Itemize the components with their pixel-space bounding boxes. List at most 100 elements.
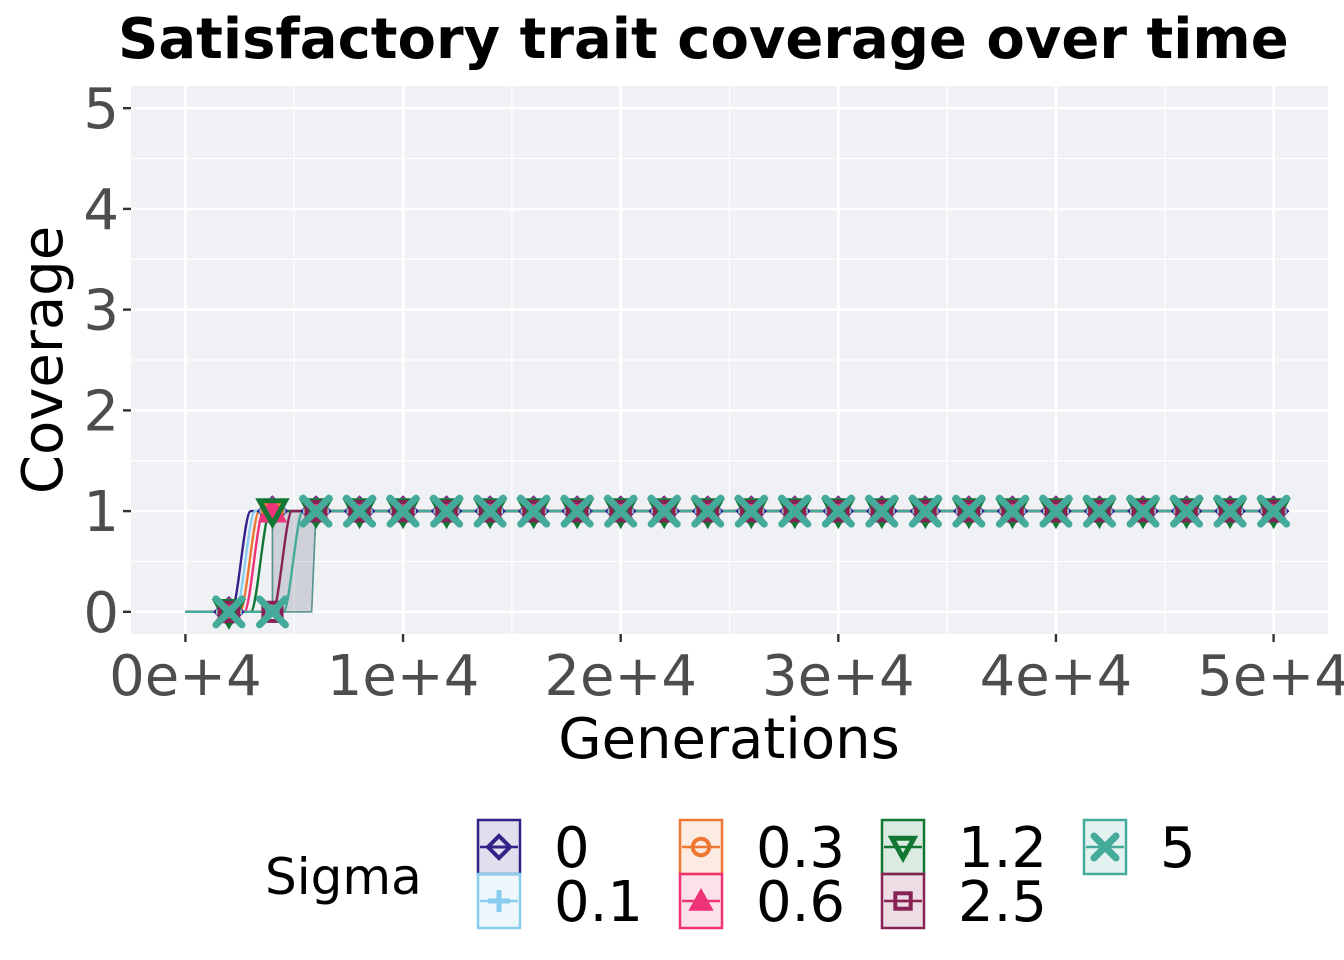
y-tick-label: 5 xyxy=(83,77,119,142)
x-tick-label: 5e+4 xyxy=(1197,644,1344,709)
data-point-2-5-outline xyxy=(391,500,415,523)
data-point-5-b xyxy=(1213,494,1247,528)
y-tick-label: 1 xyxy=(83,480,119,545)
data-point-5 xyxy=(647,494,681,528)
data-point-5-b xyxy=(212,595,246,629)
legend-key-marker xyxy=(488,890,510,912)
data-point-1-2-outline xyxy=(255,498,290,530)
data-point-2-5-outline xyxy=(696,500,719,523)
data-point-2-5-outline xyxy=(348,500,371,523)
chart-title: Satisfactory trait coverage over time xyxy=(118,7,1289,72)
legend-key-0 xyxy=(476,818,522,876)
data-point-5 xyxy=(255,595,289,629)
data-point-2-5-outline xyxy=(740,500,763,523)
data-point-2-5-outline xyxy=(653,500,676,523)
data-point-5 xyxy=(1126,494,1160,528)
data-point-2-5-outline xyxy=(261,600,284,623)
data-point-2-5-outline xyxy=(914,500,937,523)
data-point-5-b xyxy=(1039,494,1073,528)
data-point-5-b xyxy=(995,494,1029,528)
data-point-5 xyxy=(908,494,942,528)
data-point-2-5-outline xyxy=(1262,500,1285,523)
data-point-2-5-outline xyxy=(1088,500,1111,523)
legend-key-marker xyxy=(690,836,712,858)
data-point-2-5-outline xyxy=(1131,500,1155,523)
data-point-2-5-outline xyxy=(1218,500,1242,523)
data-point-5 xyxy=(734,494,768,528)
data-point-5 xyxy=(386,494,420,528)
data-point-5 xyxy=(778,494,812,528)
data-point-5-b xyxy=(343,494,377,528)
legend-key-1-2 xyxy=(880,818,926,876)
data-point-5-b xyxy=(604,494,638,528)
data-point-2-5-outline xyxy=(609,500,632,523)
data-point-5 xyxy=(995,494,1029,528)
legend-label: 0.6 xyxy=(756,870,845,935)
legend-label: 2.5 xyxy=(958,870,1047,935)
legend-label: 0 xyxy=(554,816,590,881)
y-axis: 0 1 2 3 4 5 xyxy=(83,77,131,646)
data-point-2-5-outline xyxy=(1175,500,1198,523)
legend-key-0-1 xyxy=(476,872,522,930)
data-point-5 xyxy=(1170,494,1204,528)
x-axis-title: Generations xyxy=(558,707,900,772)
x-axis: 0e+4 1e+4 2e+4 3e+4 4e+4 5e+4 xyxy=(109,634,1344,709)
data-point-5-b xyxy=(778,494,812,528)
data-point-2-5-outline xyxy=(304,500,328,523)
data-point-5 xyxy=(1213,494,1247,528)
legend-key-marker-outline xyxy=(485,833,513,861)
data-point-5-b xyxy=(473,494,507,528)
series-markers xyxy=(211,494,1291,630)
x-tick-label: 1e+4 xyxy=(327,644,480,709)
data-point-5 xyxy=(212,595,246,629)
data-point-5 xyxy=(691,494,725,528)
data-point-2-5-outline xyxy=(1001,500,1024,523)
legend-key-marker-b xyxy=(1090,832,1120,862)
data-point-5-b xyxy=(1082,494,1116,528)
legend-key-5 xyxy=(1082,818,1128,876)
y-tick-label: 0 xyxy=(83,581,119,646)
data-point-5 xyxy=(1082,494,1116,528)
legend-key-marker xyxy=(893,891,913,911)
data-point-5 xyxy=(604,494,638,528)
legend-key-marker xyxy=(887,835,919,864)
data-point-5 xyxy=(299,494,333,528)
legend-key-marker xyxy=(688,887,714,911)
grid-lines xyxy=(131,86,1328,634)
data-point-5-b xyxy=(255,595,289,629)
legend-label: 0.1 xyxy=(554,870,643,935)
data-point-5 xyxy=(343,494,377,528)
y-axis-title: Coverage xyxy=(11,226,76,494)
legend: Sigma 00.1 0.30.6 1.22.5 5 xyxy=(265,816,1196,935)
data-point-2-5-outline xyxy=(957,500,980,523)
legend-key-marker-outline xyxy=(893,891,913,911)
data-point-5-b xyxy=(560,494,594,528)
data-point-2-5-outline xyxy=(435,500,458,523)
data-point-5 xyxy=(1039,494,1073,528)
legend-key-2-5 xyxy=(880,872,926,930)
legend-label: 0.3 xyxy=(756,816,845,881)
data-point-2-5-outline xyxy=(827,500,850,523)
data-point-5 xyxy=(430,494,464,528)
legend-key-marker xyxy=(485,833,513,861)
legend-label: 1.2 xyxy=(958,816,1047,881)
x-tick-label: 3e+4 xyxy=(762,644,915,709)
y-tick-label: 3 xyxy=(83,279,119,344)
legend-key-marker xyxy=(1090,832,1120,862)
data-point-5-b xyxy=(691,494,725,528)
data-point-2-5-outline xyxy=(217,600,241,623)
legend-label: 5 xyxy=(1160,816,1196,881)
data-point-5 xyxy=(1257,494,1291,528)
data-point-5-b xyxy=(734,494,768,528)
x-tick-label: 0e+4 xyxy=(109,644,262,709)
legend-key-0-3 xyxy=(678,818,724,876)
data-point-5 xyxy=(952,494,986,528)
data-point-5-b xyxy=(647,494,681,528)
data-point-5-b xyxy=(386,494,420,528)
data-point-5 xyxy=(865,494,899,528)
data-point-5-b xyxy=(430,494,464,528)
legend-title: Sigma xyxy=(265,848,422,906)
data-point-5-b xyxy=(299,494,333,528)
data-point-5 xyxy=(821,494,855,528)
